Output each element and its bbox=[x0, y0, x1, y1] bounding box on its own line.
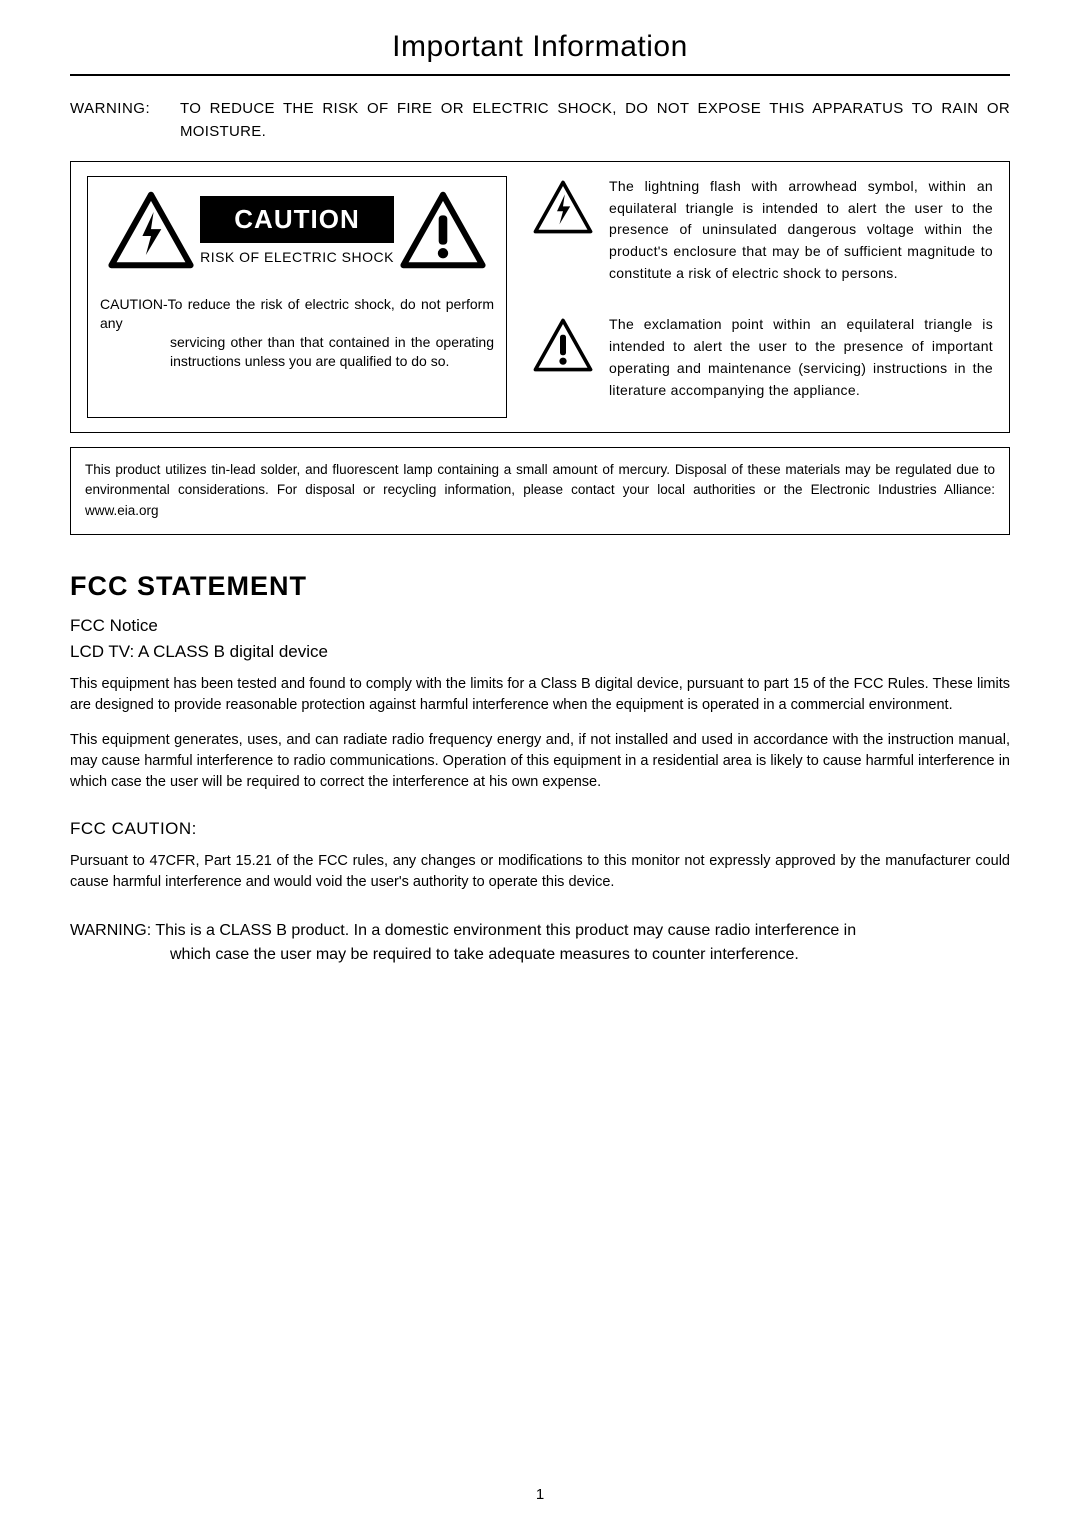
disposal-notice: This product utilizes tin-lead solder, a… bbox=[70, 447, 1010, 536]
class-b-warning: WARNING: This is a CLASS B product. In a… bbox=[70, 919, 1010, 967]
lightning-symbol-block: The lightning flash with arrowhead symbo… bbox=[533, 176, 993, 284]
class-b-line2: which case the user may be required to t… bbox=[70, 943, 1010, 967]
title-rule bbox=[70, 74, 1010, 76]
warning-row: WARNING: TO REDUCE THE RISK OF FIRE OR E… bbox=[70, 98, 1010, 143]
caution-inner-box: CAUTION RISK OF ELECTRIC SHOCK CAUTION-T… bbox=[87, 176, 507, 418]
caution-label-block: CAUTION RISK OF ELECTRIC SHOCK bbox=[200, 196, 394, 265]
fcc-notice-heading: FCC Notice bbox=[70, 616, 1010, 636]
symbol-explanations: The lightning flash with arrowhead symbo… bbox=[533, 176, 993, 418]
warning-text: TO REDUCE THE RISK OF FIRE OR ELECTRIC S… bbox=[180, 98, 1010, 143]
fcc-paragraph-2: This equipment generates, uses, and can … bbox=[70, 730, 1010, 793]
fcc-paragraph-1: This equipment has been tested and found… bbox=[70, 674, 1010, 716]
caution-para-rest: servicing other than that contained in t… bbox=[100, 333, 494, 371]
caution-header-row: CAUTION RISK OF ELECTRIC SHOCK bbox=[98, 191, 496, 269]
page-number: 1 bbox=[0, 1486, 1080, 1503]
class-b-line1: WARNING: This is a CLASS B product. In a… bbox=[70, 922, 856, 939]
fcc-caution-heading: FCC CAUTION: bbox=[70, 819, 1010, 839]
fcc-caution-paragraph: Pursuant to 47CFR, Part 15.21 of the FCC… bbox=[70, 851, 1010, 893]
page-title: Important Information bbox=[70, 30, 1010, 64]
exclamation-triangle-icon bbox=[533, 318, 593, 372]
fcc-device-heading: LCD TV: A CLASS B digital device bbox=[70, 642, 1010, 662]
caution-panel: CAUTION RISK OF ELECTRIC SHOCK CAUTION-T… bbox=[70, 161, 1010, 433]
exclamation-triangle-icon bbox=[400, 191, 486, 269]
lightning-triangle-icon bbox=[533, 180, 593, 234]
warning-label: WARNING: bbox=[70, 98, 180, 143]
caution-heading: CAUTION bbox=[200, 196, 394, 243]
lightning-symbol-text: The lightning flash with arrowhead symbo… bbox=[609, 176, 993, 284]
caution-para-lead: CAUTION-To reduce the risk of electric s… bbox=[100, 296, 494, 331]
lightning-triangle-icon bbox=[108, 191, 194, 269]
exclamation-symbol-block: The exclamation point within an equilate… bbox=[533, 314, 993, 401]
risk-of-shock-text: RISK OF ELECTRIC SHOCK bbox=[200, 249, 394, 265]
caution-paragraph: CAUTION-To reduce the risk of electric s… bbox=[98, 295, 496, 371]
exclamation-symbol-text: The exclamation point within an equilate… bbox=[609, 314, 993, 401]
fcc-statement-heading: FCC STATEMENT bbox=[70, 571, 1010, 602]
